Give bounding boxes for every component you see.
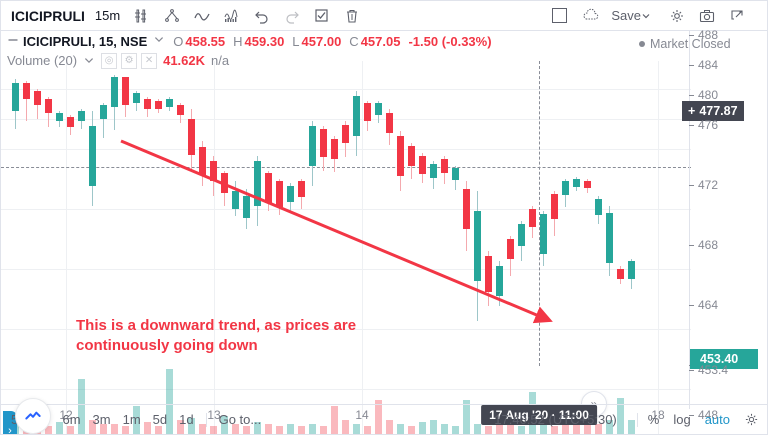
bars-chart-icon[interactable]: [132, 6, 152, 26]
symbol-title: ICICIPRULI: [11, 8, 85, 24]
cloud-save-icon[interactable]: [581, 6, 601, 26]
low-value: 457.00: [302, 33, 342, 50]
collapse-icon[interactable]: [7, 34, 19, 46]
camera-icon[interactable]: [697, 6, 717, 26]
visibility-icon[interactable]: ◎: [101, 53, 117, 69]
range-1m[interactable]: 1m: [123, 412, 141, 427]
volume-label[interactable]: Volume (20): [7, 52, 77, 69]
log-toggle[interactable]: log: [673, 412, 690, 427]
interval-label[interactable]: 15m: [95, 8, 120, 23]
export-icon[interactable]: [727, 6, 747, 26]
settings-small-icon[interactable]: ⚙: [121, 53, 137, 69]
settings-gear-icon[interactable]: [667, 6, 687, 26]
trading-chart-app: ICICIPRULI 15m Save: [0, 0, 768, 435]
current-time-display: 17:40:52 (UTC+5:30): [494, 412, 616, 427]
range-5d[interactable]: 5d: [153, 412, 167, 427]
ohlc-legend: ICICIPRULI, 15, NSE O 458.55 H 459.30 L 457…: [7, 33, 492, 69]
settings-gear-bottom-icon[interactable]: [744, 412, 759, 427]
change-value: -1.50 (-0.33%): [408, 33, 491, 50]
remove-icon[interactable]: ✕: [141, 53, 157, 69]
percent-toggle[interactable]: %: [648, 412, 660, 427]
save-label: Save: [611, 8, 641, 23]
high-value: 459.30: [245, 33, 285, 50]
close-value: 457.05: [361, 33, 401, 50]
volume-na-value: n/a: [211, 52, 229, 69]
range-1d[interactable]: 1d: [179, 412, 193, 427]
trend-annotation-text: This is a downward trend, as prices are …: [76, 316, 456, 356]
cloud-chat-icon[interactable]: [15, 398, 51, 434]
save-button[interactable]: Save: [611, 8, 655, 23]
legend-chevron-icon: [153, 34, 165, 46]
range-6m[interactable]: 6m: [62, 412, 80, 427]
bottom-range-bar: 5y 1y 6m 3m 1m 5d 1d Go to... 17:40:52 (…: [1, 404, 768, 434]
volume-value: 41.62K: [163, 52, 205, 69]
legend-symbol-text[interactable]: ICICIPRULI, 15, NSE: [23, 33, 147, 50]
price-axis[interactable]: 488 484 480 +477.87 476 472 468 464 460 …: [689, 31, 767, 409]
delete-icon[interactable]: [342, 6, 362, 26]
volume-chevron-icon: [83, 55, 95, 67]
redo-icon[interactable]: [282, 6, 302, 26]
line-chart-icon[interactable]: [192, 6, 212, 26]
fullscreen-checkbox[interactable]: [552, 8, 567, 23]
alert-chart-icon[interactable]: [222, 6, 242, 26]
indicators-icon[interactable]: [162, 6, 182, 26]
goto-input[interactable]: Go to...: [219, 412, 262, 427]
checklist-icon[interactable]: [312, 6, 332, 26]
candlestick-chart[interactable]: This is a downward trend, as prices are …: [1, 61, 691, 434]
open-value: 458.55: [185, 33, 225, 50]
auto-toggle[interactable]: auto: [705, 412, 730, 427]
chevron-down-icon: [641, 11, 651, 21]
range-3m[interactable]: 3m: [93, 412, 111, 427]
undo-icon[interactable]: [252, 6, 272, 26]
top-toolbar: ICICIPRULI 15m Save: [1, 1, 767, 31]
